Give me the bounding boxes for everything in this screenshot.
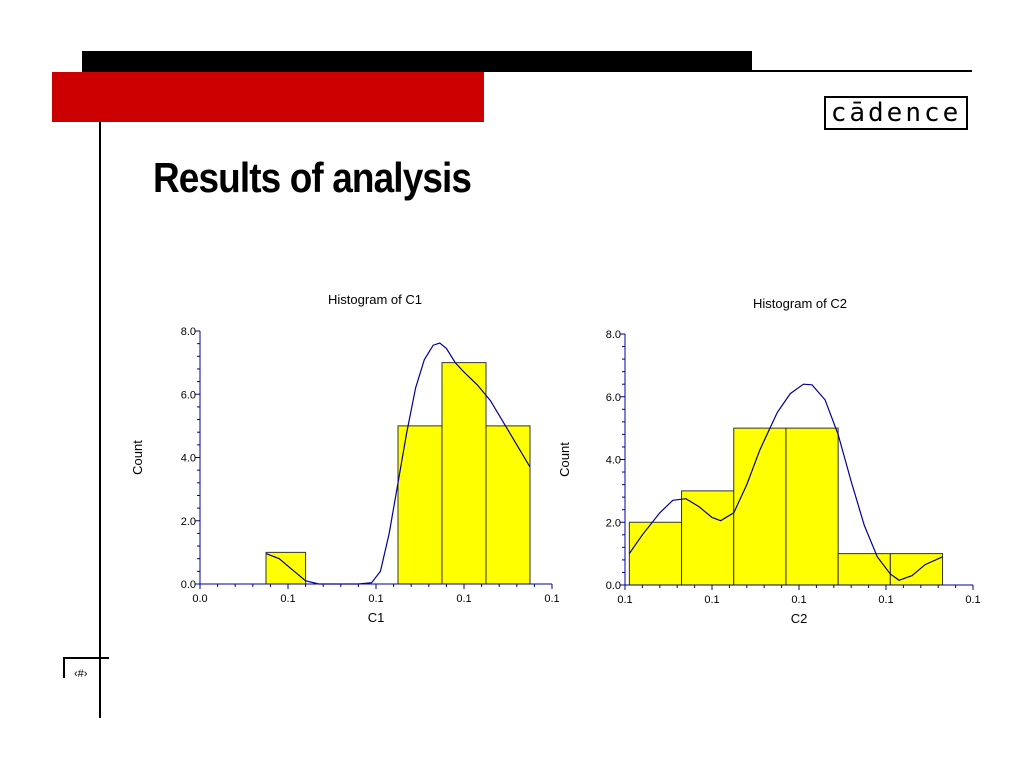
histogram-bar: [785, 427, 839, 586]
histogram-bar: [837, 553, 891, 586]
header-rule: [752, 70, 972, 72]
cadence-logo: cādence: [824, 96, 968, 130]
y-axis-label: Count: [130, 440, 145, 475]
x-tick-label: 0.1: [965, 594, 980, 606]
x-tick-label: 0.1: [791, 594, 806, 606]
x-tick-label: 0.1: [704, 594, 719, 606]
y-tick-label: 6.0: [181, 389, 196, 401]
y-tick-label: 8.0: [181, 326, 196, 338]
y-tick-label: 0.0: [181, 579, 196, 591]
histogram-bar: [265, 551, 307, 585]
x-tick-label: 0.1: [368, 593, 383, 605]
slide-title: Results of analysis: [153, 154, 472, 201]
chart-title: Histogram of C2: [753, 296, 847, 311]
left-rule: [99, 122, 101, 718]
histogram-bar: [628, 521, 683, 586]
x-tick-label: 0.1: [280, 593, 295, 605]
x-tick-label: 0.1: [878, 594, 893, 606]
slide-number: ‹#›: [74, 668, 88, 680]
y-tick-label: 8.0: [606, 329, 621, 341]
x-tick-label: 0.1: [617, 594, 632, 606]
y-axis-label: Count: [557, 442, 572, 477]
y-tick-label: 6.0: [606, 392, 621, 404]
x-axis-label: C1: [368, 610, 385, 625]
y-tick-label: 0.0: [606, 580, 621, 592]
density-curve: [265, 342, 531, 585]
y-tick-label: 4.0: [606, 455, 621, 467]
x-tick-label: 0.1: [456, 593, 471, 605]
histogram-bar: [733, 427, 787, 586]
footer-rule-vertical: [63, 658, 65, 678]
footer-rule-horizontal: [63, 657, 109, 659]
histogram-bar: [681, 490, 735, 586]
x-axis-label: C2: [791, 611, 808, 626]
density-curve: [628, 383, 943, 581]
y-tick-label: 4.0: [181, 453, 196, 465]
x-tick-label: 0.0: [192, 593, 207, 605]
histogram-bar: [485, 425, 531, 585]
header-black-bar: [82, 51, 752, 72]
histogram-bar: [441, 362, 487, 585]
y-tick-label: 2.0: [181, 516, 196, 528]
y-tick-label: 2.0: [606, 517, 621, 529]
logo-text: cādence: [830, 98, 962, 128]
chart-title: Histogram of C1: [328, 292, 422, 307]
header-red-bar: [52, 72, 484, 122]
histogram-bar: [397, 425, 443, 585]
histogram-c1-chart: Histogram of C1 0.0 2.0 4.0 6.0 8.0 0.0 0.1 0.1 0…: [130, 292, 560, 625]
histogram-c2-chart: Histogram of C2 0.0 2.0 4.0 6.0 8.0 0.1 0.1 0.1 0…: [557, 296, 981, 626]
x-tick-label: 0.1: [544, 593, 559, 605]
